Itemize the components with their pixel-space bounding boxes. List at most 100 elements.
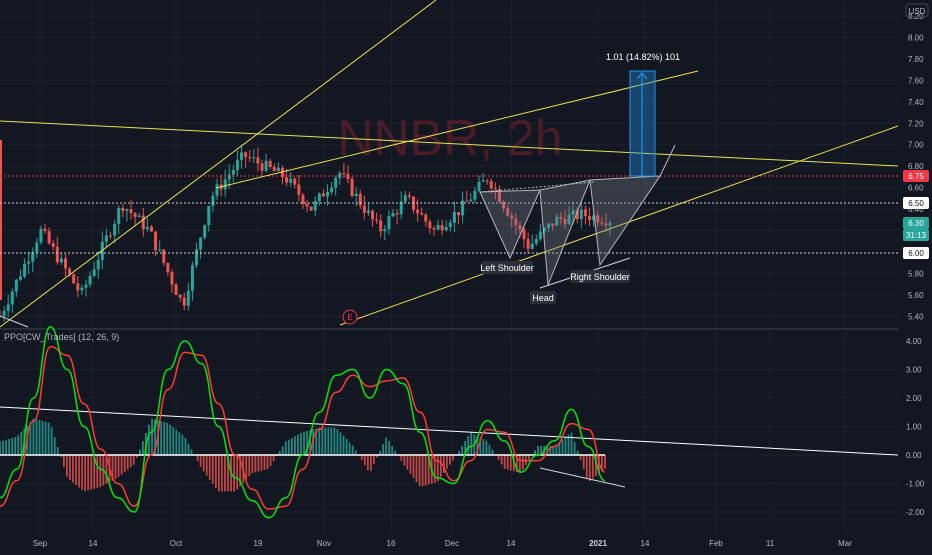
histogram-bar bbox=[442, 455, 445, 473]
trendline-short-left[interactable] bbox=[0, 315, 29, 328]
histogram-bar bbox=[269, 455, 272, 466]
candle-body bbox=[403, 195, 407, 202]
histogram-bar bbox=[251, 455, 254, 474]
candle-body bbox=[166, 263, 170, 273]
candle-body bbox=[448, 222, 452, 228]
candle-body bbox=[137, 215, 141, 218]
candle-body bbox=[518, 225, 522, 230]
head-tag[interactable]: Head bbox=[530, 291, 556, 304]
candle-body bbox=[121, 207, 125, 211]
pattern-right-shoulder-shape[interactable] bbox=[589, 175, 661, 267]
candle-body bbox=[387, 216, 391, 230]
trendline-neckline[interactable] bbox=[339, 125, 899, 326]
earnings-marker[interactable]: E bbox=[342, 309, 358, 325]
head-shoulders-pattern[interactable] bbox=[479, 144, 676, 289]
histogram-bar bbox=[567, 434, 570, 455]
ppo-trendline-down[interactable] bbox=[0, 406, 899, 456]
candle-body bbox=[76, 283, 80, 291]
candle-body bbox=[64, 258, 68, 269]
price-axis[interactable]: 8.208.007.807.607.407.207.006.806.606.40… bbox=[908, 12, 924, 321]
candle-body bbox=[567, 214, 571, 225]
trendline-resistance[interactable] bbox=[0, 120, 899, 167]
histogram-bar bbox=[221, 455, 223, 492]
candle-body bbox=[362, 205, 366, 213]
candle-body bbox=[592, 215, 596, 220]
candle-body bbox=[522, 229, 526, 240]
histogram-bar bbox=[558, 441, 561, 455]
histogram-bar bbox=[99, 455, 102, 488]
histogram-bar bbox=[78, 455, 80, 488]
histogram-bar bbox=[515, 455, 518, 473]
candle-body bbox=[43, 228, 47, 232]
candle-body bbox=[252, 157, 256, 159]
candle-body bbox=[371, 210, 375, 220]
candle-body bbox=[440, 225, 444, 231]
measure-arrow-head bbox=[636, 72, 648, 80]
candle-body bbox=[276, 167, 280, 172]
histogram-bar bbox=[151, 418, 153, 455]
histogram-bar bbox=[38, 420, 41, 455]
candle-body bbox=[113, 223, 117, 236]
histogram-bar bbox=[363, 455, 366, 466]
histogram-bar bbox=[333, 427, 336, 455]
trendlines-group[interactable] bbox=[0, 0, 899, 328]
histogram-bar bbox=[239, 455, 242, 487]
candle-body bbox=[534, 239, 538, 244]
candle-body bbox=[10, 291, 14, 305]
histogram-bar bbox=[260, 455, 263, 471]
ppo-axis[interactable]: 4.00 3.00 2.00 1.00 0.00 -1.00 -2.00 bbox=[906, 337, 925, 517]
pattern-left-shoulder-shape[interactable] bbox=[479, 189, 541, 260]
time-axis[interactable]: Sep 14 Oct 19 Nov 16 Dec 14 2021 14 Feb 11 Mar bbox=[33, 539, 852, 548]
histogram-bar bbox=[491, 449, 494, 455]
trendline-channel-upper[interactable] bbox=[215, 70, 699, 189]
ppo-tick-label: 4.00 bbox=[906, 337, 922, 346]
histogram-bar bbox=[564, 437, 567, 455]
histogram-bar bbox=[245, 455, 248, 480]
histogram-bar bbox=[439, 455, 442, 478]
histogram-bar bbox=[382, 444, 384, 455]
histogram-bar bbox=[427, 455, 430, 485]
ppo-tick-label: 2.00 bbox=[906, 394, 922, 403]
histogram-bar bbox=[570, 432, 573, 455]
left-shoulder-tag[interactable]: Left Shoulder bbox=[480, 261, 534, 274]
pattern-top-line[interactable] bbox=[479, 181, 596, 193]
trendline-long-rising[interactable] bbox=[0, 0, 437, 328]
price-range-measure[interactable]: 1.01 (14.82%) 101 bbox=[606, 52, 680, 177]
right-shoulder-label: Right Shoulder bbox=[570, 272, 630, 282]
histogram-bar bbox=[272, 455, 275, 461]
candle-body bbox=[297, 184, 301, 195]
histogram-bar bbox=[172, 427, 175, 455]
candle-body bbox=[526, 239, 530, 249]
candle-body bbox=[117, 207, 121, 224]
histogram-bar bbox=[479, 437, 482, 455]
pattern-projection-line[interactable] bbox=[659, 144, 676, 177]
histogram-bar bbox=[552, 445, 555, 455]
histogram-bar bbox=[47, 422, 50, 455]
time-tick-label: Sep bbox=[33, 539, 48, 548]
candle-body bbox=[555, 216, 559, 226]
histogram-bar bbox=[169, 424, 172, 455]
ppo-trendline-short[interactable] bbox=[539, 467, 626, 488]
candle-body bbox=[272, 166, 276, 172]
histogram-bar bbox=[187, 443, 190, 455]
candle-body bbox=[285, 177, 289, 183]
histogram-bar bbox=[528, 455, 530, 461]
histogram-bar bbox=[56, 447, 59, 455]
candle-body bbox=[14, 279, 18, 292]
candle-body bbox=[436, 225, 440, 230]
candle-body bbox=[190, 265, 194, 291]
histogram-bar bbox=[163, 422, 166, 455]
right-shoulder-tag[interactable]: Right Shoulder bbox=[570, 270, 630, 283]
candle-body bbox=[559, 216, 563, 219]
left-shoulder-label: Left Shoulder bbox=[480, 263, 534, 273]
candle-body bbox=[506, 208, 510, 216]
price-badge-box bbox=[903, 197, 929, 209]
price-badge-box bbox=[903, 170, 929, 182]
candle-body bbox=[211, 195, 215, 207]
currency-badge[interactable]: USD bbox=[905, 3, 929, 18]
price-badge-box bbox=[903, 229, 929, 241]
candle-body bbox=[432, 228, 436, 230]
